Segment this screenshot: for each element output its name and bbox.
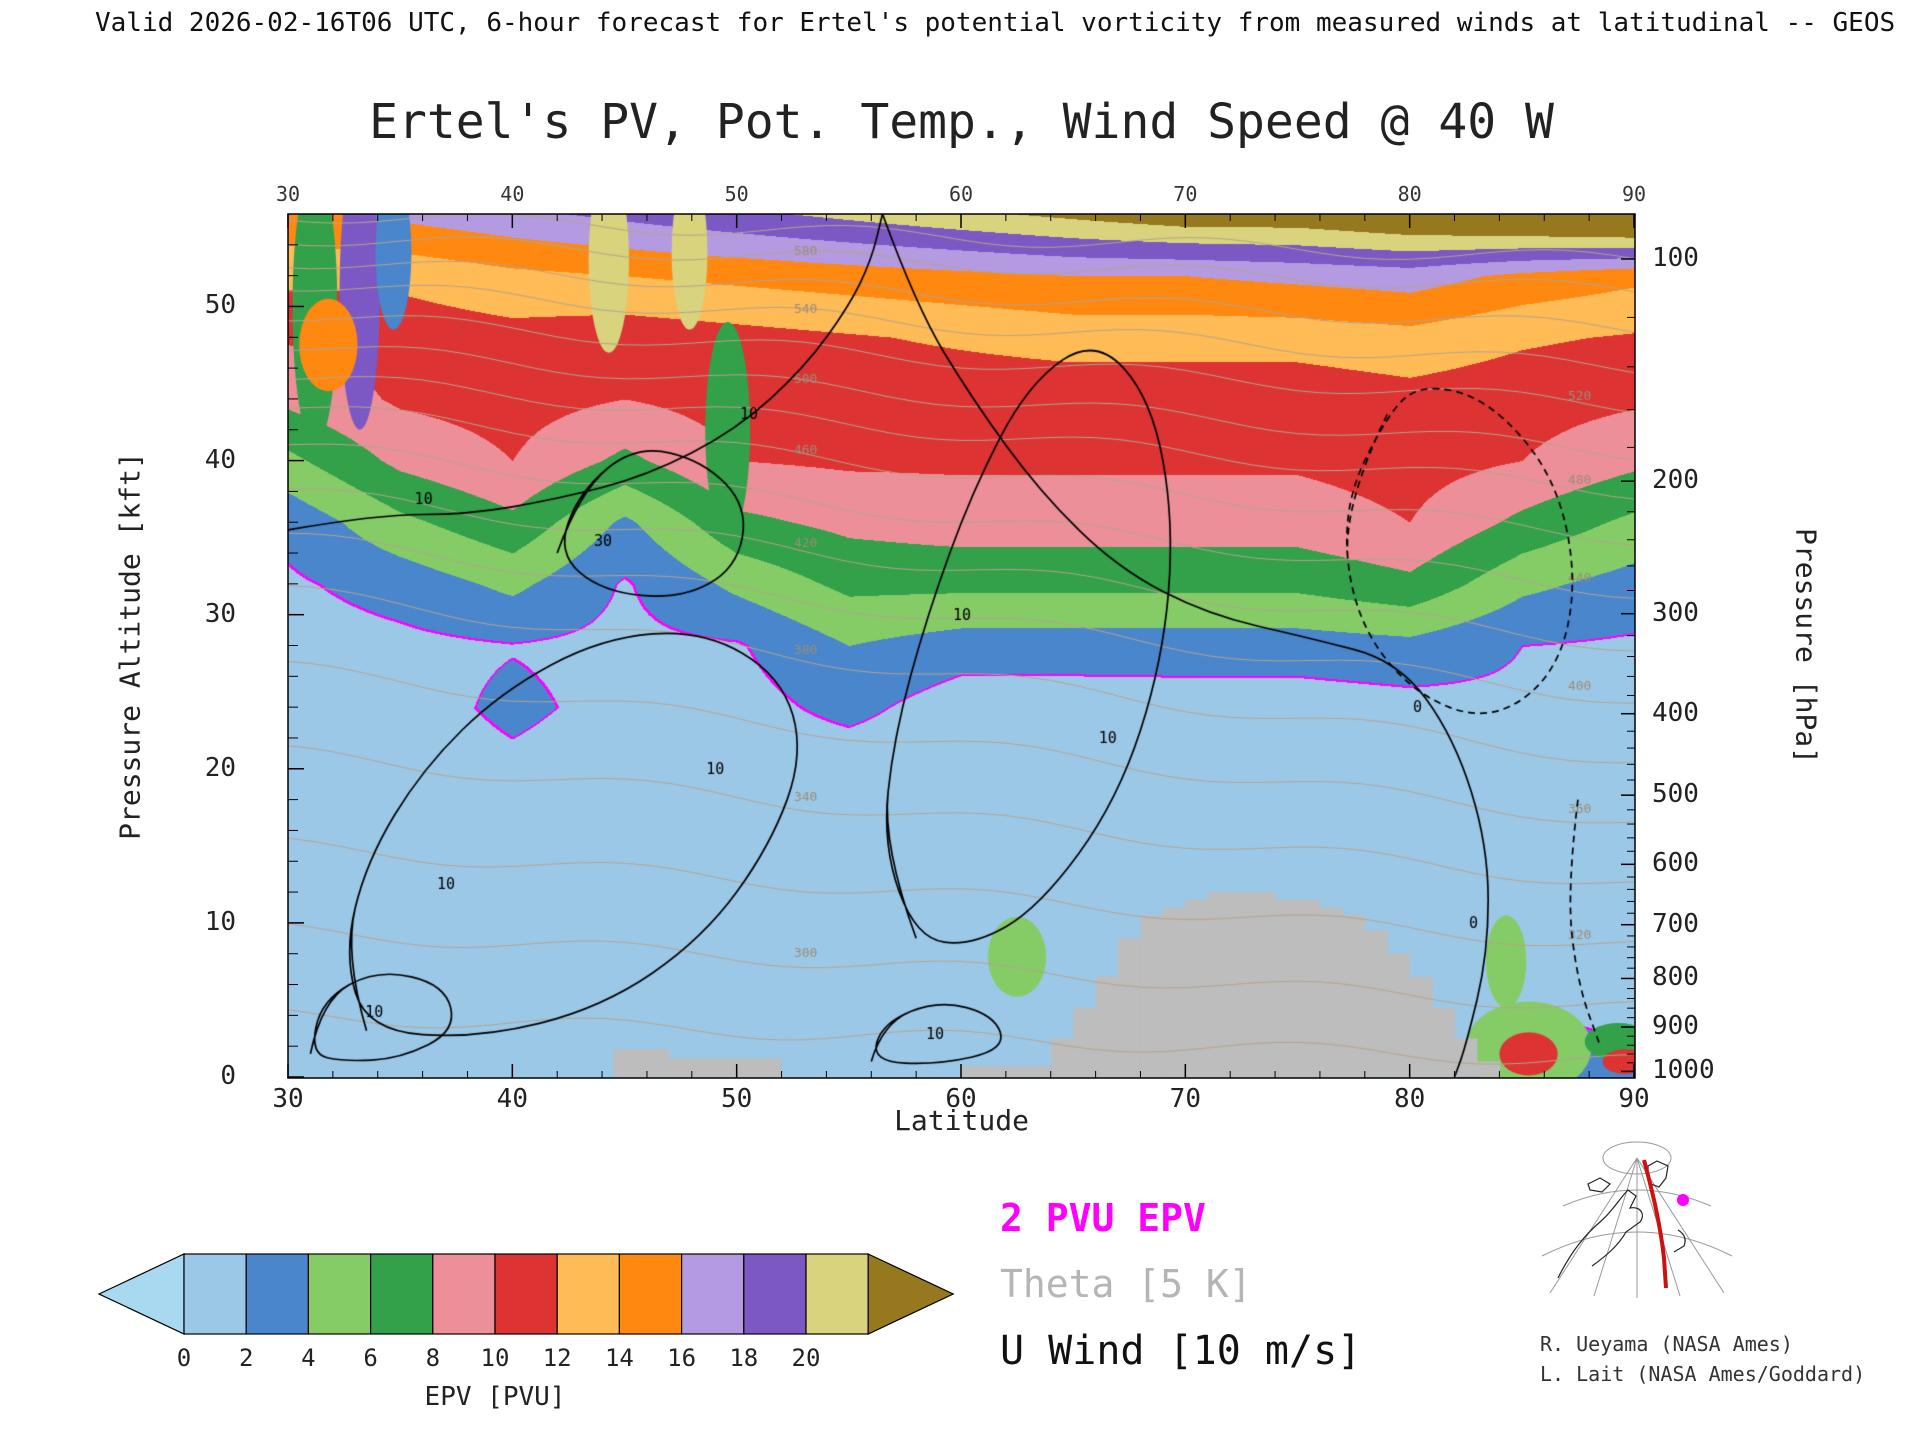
inset-map	[1541, 1141, 1733, 1298]
x-top-tick-label: 50	[724, 182, 749, 206]
y-right-tick-label: 200	[1652, 465, 1699, 496]
x-tick-label: 40	[496, 1084, 528, 1114]
colorbar-title: EPV [PVU]	[424, 1382, 566, 1412]
colorbar-tick-label: 6	[363, 1344, 378, 1372]
x-top-tick-label: 30	[275, 182, 301, 206]
y-right-tick-label: 1000	[1652, 1055, 1715, 1086]
y-left-tick-label: 40	[204, 444, 236, 475]
y-right-tick-label: 100	[1652, 242, 1699, 273]
x-top-tick-label: 70	[1173, 182, 1198, 206]
colorbar-tick-label: 4	[301, 1344, 316, 1372]
y-left-tick-label: 0	[220, 1061, 236, 1091]
y-right-tick-label: 500	[1652, 779, 1699, 810]
legend-epv-contour: 2 PVU EPV	[1000, 1196, 1206, 1240]
x-tick-label: 60	[945, 1084, 977, 1114]
y-right-tick-label: 400	[1652, 697, 1699, 728]
x-top-tick-label: 40	[500, 182, 525, 206]
x-tick-label: 90	[1618, 1084, 1650, 1114]
y-left-tick-label: 50	[204, 290, 236, 321]
x-top-tick-label: 90	[1621, 182, 1647, 206]
x-tick-label: 50	[721, 1084, 753, 1114]
y-right-tick-label: 600	[1652, 848, 1699, 879]
colorbar-tick-label: 14	[604, 1344, 634, 1372]
colorbar-tick-label: 0	[176, 1344, 192, 1372]
x-tick-label: 70	[1169, 1084, 1201, 1114]
legend-uwind-contour: U Wind [10 m/s]	[1000, 1328, 1362, 1374]
credit-line-2: L. Lait (NASA Ames/Goddard)	[1540, 1362, 1866, 1386]
map-graticule	[1541, 1141, 1733, 1298]
y-left-tick-label: 10	[204, 906, 236, 937]
x-tick-label: 30	[272, 1084, 304, 1114]
colorbar-tick-label: 10	[480, 1344, 510, 1372]
epv-heatmap-canvas	[288, 214, 1635, 1078]
x-top-tick-label: 60	[948, 182, 974, 206]
legend-theta-contour: Theta [5 K]	[1000, 1262, 1252, 1306]
y-right-tick-label: 800	[1652, 962, 1699, 993]
map-location-dot	[1677, 1194, 1689, 1206]
y-left-axis-title: Pressure Altitude [kft]	[113, 452, 147, 840]
colorbar-tick-label: 8	[425, 1344, 441, 1372]
credit-line-1: R. Ueyama (NASA Ames)	[1540, 1332, 1793, 1356]
x-axis-title: Latitude	[894, 1104, 1029, 1137]
x-top-tick-label: 80	[1397, 182, 1422, 206]
colorbar-tick-label: 2	[238, 1344, 254, 1372]
y-left-tick-label: 30	[204, 598, 236, 629]
colorbar-tick-label: 18	[729, 1344, 759, 1372]
colorbar-tick-label: 20	[791, 1344, 821, 1372]
y-right-tick-label: 900	[1652, 1011, 1699, 1042]
colorbar-tick-label: 12	[542, 1344, 572, 1372]
colorbar-tick-label: 16	[667, 1344, 697, 1372]
y-right-tick-label: 300	[1652, 597, 1699, 628]
y-right-tick-label: 700	[1652, 908, 1699, 939]
y-left-tick-label: 20	[204, 752, 236, 783]
validity-header: Valid 2026-02-16T06 UTC, 6-hour forecast…	[95, 8, 1896, 38]
x-tick-label: 80	[1394, 1084, 1426, 1114]
y-right-axis-title: Pressure [hPa]	[1789, 527, 1823, 765]
colorbar-tick-labels: 0 2 4 6 8 10 12 14 16 18 20	[98, 1344, 955, 1374]
plot-title: Ertel's PV, Pot. Temp., Wind Speed @ 40 …	[369, 94, 1554, 150]
colorbar	[98, 1253, 955, 1335]
map-meridian-40w-line	[1642, 1159, 1668, 1289]
